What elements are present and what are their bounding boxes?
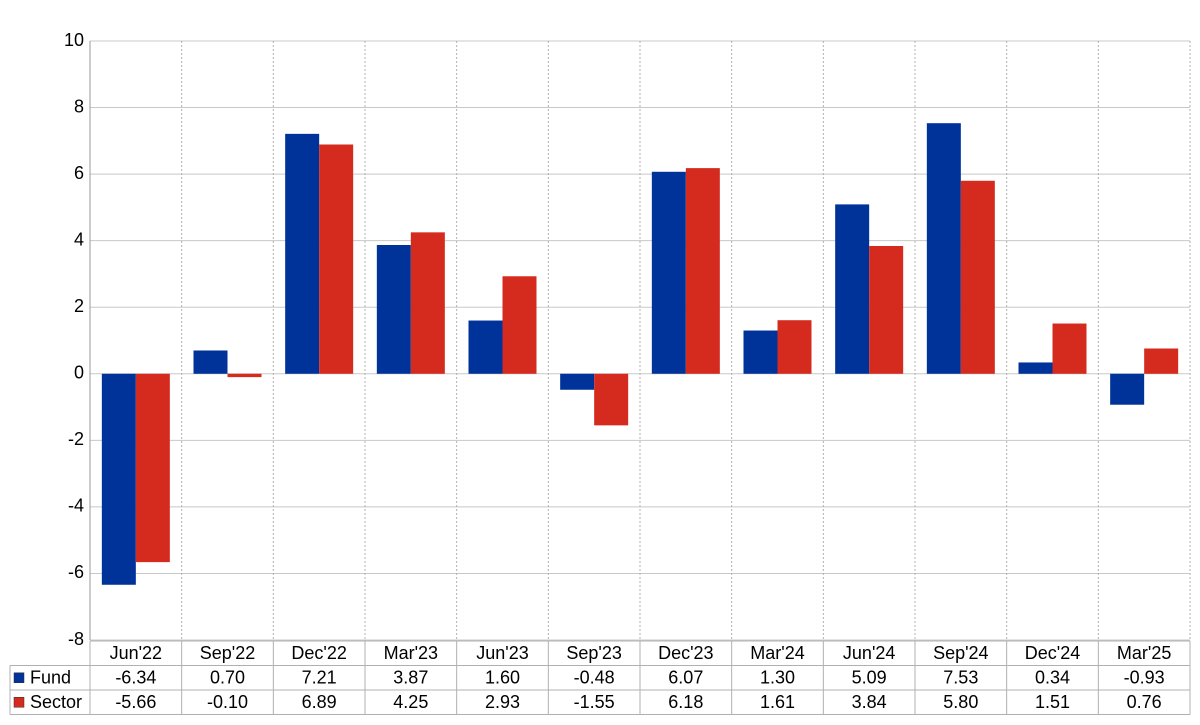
x-tick-label: Mar'24 <box>750 643 804 663</box>
y-tick-label: -6 <box>68 562 84 582</box>
value-label: 7.21 <box>302 668 337 688</box>
value-label: 6.07 <box>668 668 703 688</box>
x-tick-label: Jun'22 <box>110 643 162 663</box>
value-label: 1.60 <box>485 668 520 688</box>
value-label: -6.34 <box>115 668 156 688</box>
value-label: -0.48 <box>574 668 615 688</box>
y-tick-label: 8 <box>74 96 84 116</box>
legend-label: Fund <box>30 668 71 688</box>
value-label: 4.25 <box>393 692 428 712</box>
value-label: -5.66 <box>115 692 156 712</box>
y-tick-label: -2 <box>68 429 84 449</box>
bar <box>926 123 961 374</box>
x-tick-label: Jun'24 <box>843 643 895 663</box>
value-label: 1.30 <box>760 668 795 688</box>
y-tick-label: 0 <box>74 363 84 383</box>
bar <box>1144 348 1179 374</box>
bar <box>960 180 995 374</box>
value-label: 6.18 <box>668 692 703 712</box>
legend-swatch <box>13 697 25 708</box>
value-label: 3.84 <box>852 692 887 712</box>
y-tick-label: 6 <box>74 163 84 183</box>
bar <box>1018 362 1053 374</box>
value-label: -0.93 <box>1124 668 1165 688</box>
bar <box>835 204 870 374</box>
y-tick-label: -4 <box>68 496 84 516</box>
x-tick-label: Sep'24 <box>933 643 989 663</box>
y-tick-label: 4 <box>74 229 84 249</box>
bar <box>376 244 411 374</box>
bar <box>651 171 686 374</box>
bar <box>193 350 228 374</box>
x-tick-label: Mar'23 <box>384 643 438 663</box>
y-tick-label: -8 <box>68 629 84 649</box>
bar <box>1052 323 1087 374</box>
bar <box>410 232 445 374</box>
bar <box>777 320 812 374</box>
bar <box>1110 373 1145 405</box>
value-label: 1.51 <box>1035 692 1070 712</box>
legend-label: Sector <box>30 692 82 712</box>
value-label: 3.87 <box>393 668 428 688</box>
bar <box>869 245 904 374</box>
value-label: 0.34 <box>1035 668 1070 688</box>
bar <box>743 330 778 374</box>
bar <box>227 373 262 378</box>
x-tick-label: Mar'25 <box>1117 643 1171 663</box>
x-tick-label: Sep'22 <box>200 643 256 663</box>
x-tick-label: Sep'23 <box>566 643 622 663</box>
value-label: 5.80 <box>943 692 978 712</box>
y-tick-label: 10 <box>64 30 84 50</box>
x-tick-label: Dec'22 <box>291 643 346 663</box>
x-tick-label: Jun'23 <box>476 643 528 663</box>
value-label: 5.09 <box>852 668 887 688</box>
value-label: -0.10 <box>207 692 248 712</box>
bar <box>468 320 503 374</box>
value-label: 2.93 <box>485 692 520 712</box>
bar <box>285 133 320 374</box>
y-tick-label: 2 <box>74 296 84 316</box>
value-label: 0.70 <box>210 668 245 688</box>
value-label: 7.53 <box>943 668 978 688</box>
value-label: 0.76 <box>1127 692 1162 712</box>
value-label: 6.89 <box>302 692 337 712</box>
bar <box>502 276 537 374</box>
x-tick-label: Dec'23 <box>658 643 713 663</box>
bar <box>594 373 629 426</box>
value-label: -1.55 <box>574 692 615 712</box>
bar <box>135 373 170 563</box>
bar <box>685 168 720 374</box>
bar <box>101 373 136 585</box>
legend-swatch <box>13 672 25 683</box>
x-tick-label: Dec'24 <box>1025 643 1080 663</box>
bar <box>319 144 354 374</box>
bar <box>560 373 595 390</box>
value-label: 1.61 <box>760 692 795 712</box>
